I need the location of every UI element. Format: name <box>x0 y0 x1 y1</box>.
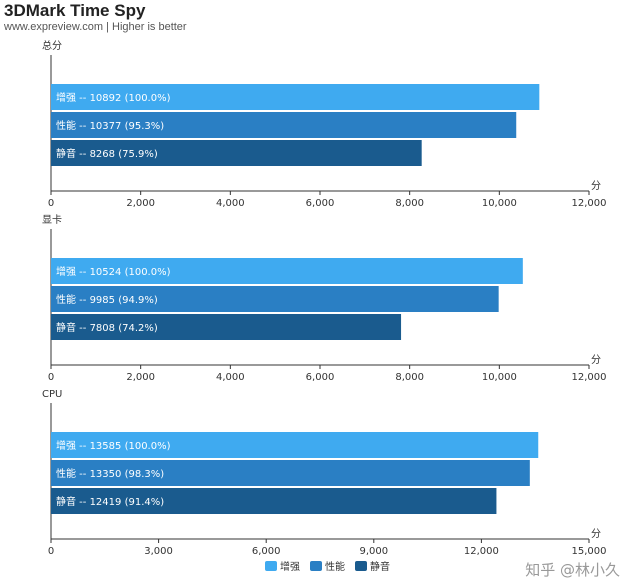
panel-2-bar-label-1: 增强 -- 10524 (100.0%) <box>56 265 171 278</box>
panel-2-bar-label-2: 性能 -- 9985 (94.9%) <box>56 293 158 306</box>
panel-3-tick-label-6: 15,000 <box>572 546 607 557</box>
legend-label-1: 增强 <box>280 560 300 573</box>
panel-3-tick-label-4: 9,000 <box>359 546 388 557</box>
panel-2-tick-label-2: 2,000 <box>126 372 155 383</box>
panel-2-bar-3 <box>51 314 402 340</box>
panel-2-tick-label-1: 0 <box>48 372 54 383</box>
panel-3-bar-1 <box>51 432 539 458</box>
panel-3-bar-label-3: 静音 -- 12419 (91.4%) <box>56 495 164 508</box>
panel-3-tick-label-2: 3,000 <box>144 546 173 557</box>
panel-3-tick-label-5: 12,000 <box>464 546 499 557</box>
panel-3-bar-label-2: 性能 -- 13350 (98.3%) <box>56 467 164 480</box>
panel-3-bar-2 <box>51 460 530 486</box>
chart-title: 3DMark Time Spy <box>4 1 146 20</box>
panel-2-bar-1 <box>51 258 523 284</box>
panel-2-bar-2 <box>51 286 499 312</box>
panel-1-title: 总分 <box>42 39 62 52</box>
chart-subtitle: www.expreview.com | Higher is better <box>4 21 187 33</box>
panel-1-bar-label-3: 静音 -- 8268 (75.9%) <box>56 147 158 160</box>
panel-1-tick-label-6: 10,000 <box>482 198 517 209</box>
panel-1-bar-label-1: 增强 -- 10892 (100.0%) <box>56 91 171 104</box>
panel-3-tick-label-3: 6,000 <box>252 546 281 557</box>
panel-1-tick-label-5: 8,000 <box>395 198 424 209</box>
panel-3-bar-label-1: 增强 -- 13585 (100.0%) <box>56 439 171 452</box>
panel-2-unit-label: 分 <box>591 354 601 366</box>
panel-1-tick-label-1: 0 <box>48 198 54 209</box>
panel-1-tick-label-3: 4,000 <box>216 198 245 209</box>
panel-3-bar-3 <box>51 488 497 514</box>
panel-2-title: 显卡 <box>42 213 62 226</box>
panel-3-tick-label-1: 0 <box>48 546 54 557</box>
panel-1-bar-3 <box>51 140 422 166</box>
panel-2-tick-label-4: 6,000 <box>306 372 335 383</box>
legend-label-2: 性能 <box>325 560 345 573</box>
panel-1-tick-label-4: 6,000 <box>306 198 335 209</box>
panel-3-unit-label: 分 <box>591 528 601 540</box>
panel-2-bar-label-3: 静音 -- 7808 (74.2%) <box>56 321 158 334</box>
watermark: 知乎 @林小久 <box>525 561 620 579</box>
panel-2-tick-label-7: 12,000 <box>572 372 607 383</box>
panel-3-title: CPU <box>42 389 62 400</box>
panel-1-tick-label-7: 12,000 <box>572 198 607 209</box>
panel-1-unit-label: 分 <box>591 180 601 192</box>
panel-2-tick-label-6: 10,000 <box>482 372 517 383</box>
panel-1-bar-2 <box>51 112 517 138</box>
panel-1-bar-label-2: 性能 -- 10377 (95.3%) <box>56 119 164 132</box>
panel-1-bar-1 <box>51 84 540 110</box>
legend-swatch-3 <box>355 561 367 571</box>
panel-2-tick-label-5: 8,000 <box>395 372 424 383</box>
legend-label-3: 静音 <box>370 560 390 573</box>
legend-swatch-1 <box>265 561 277 571</box>
panel-1-tick-label-2: 2,000 <box>126 198 155 209</box>
legend-swatch-2 <box>310 561 322 571</box>
panel-2-tick-label-3: 4,000 <box>216 372 245 383</box>
